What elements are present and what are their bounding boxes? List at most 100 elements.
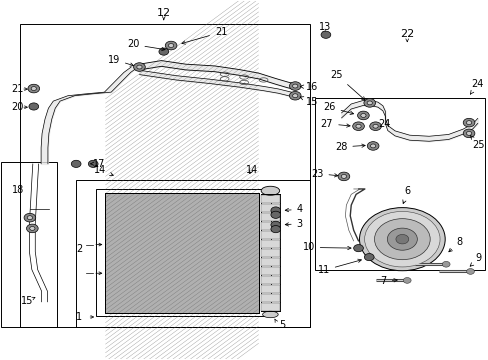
Circle shape	[366, 141, 378, 150]
Circle shape	[270, 221, 280, 228]
Circle shape	[366, 101, 371, 105]
Circle shape	[292, 94, 297, 98]
Bar	[261, 204, 279, 212]
Circle shape	[168, 44, 173, 48]
Text: 5: 5	[278, 320, 285, 329]
Circle shape	[359, 208, 444, 271]
Circle shape	[363, 99, 375, 107]
Circle shape	[466, 269, 473, 274]
Bar	[261, 195, 279, 203]
Text: 20: 20	[11, 102, 24, 112]
Circle shape	[364, 211, 439, 267]
Bar	[76, 180, 309, 327]
Text: 24: 24	[378, 119, 390, 129]
Circle shape	[355, 124, 361, 128]
Circle shape	[270, 207, 280, 214]
Circle shape	[357, 111, 368, 120]
Bar	[261, 276, 279, 284]
Circle shape	[159, 48, 168, 55]
Circle shape	[352, 122, 364, 131]
Text: 12: 12	[157, 8, 170, 18]
Circle shape	[403, 278, 410, 283]
Bar	[261, 231, 279, 239]
Circle shape	[289, 91, 301, 100]
Text: 25: 25	[469, 135, 484, 150]
Bar	[261, 267, 279, 275]
Circle shape	[31, 87, 36, 90]
Circle shape	[289, 82, 301, 90]
Bar	[261, 213, 279, 221]
Bar	[261, 222, 279, 230]
Bar	[261, 285, 279, 293]
Text: 20: 20	[127, 40, 165, 51]
Bar	[314, 98, 484, 270]
Text: 14: 14	[94, 165, 113, 176]
Circle shape	[26, 224, 38, 233]
Circle shape	[372, 124, 377, 128]
Circle shape	[369, 122, 381, 131]
Circle shape	[341, 175, 346, 178]
Bar	[0, 162, 57, 327]
Ellipse shape	[262, 311, 278, 318]
Text: 26: 26	[323, 102, 353, 114]
Circle shape	[321, 31, 330, 39]
Text: 7: 7	[380, 276, 396, 286]
Text: 15: 15	[300, 97, 318, 107]
Text: 11: 11	[317, 259, 361, 275]
Text: 6: 6	[402, 186, 410, 203]
Text: 4: 4	[285, 204, 302, 215]
Text: 21: 21	[182, 27, 227, 44]
Circle shape	[133, 63, 145, 71]
Text: 15: 15	[21, 296, 34, 306]
Text: 23: 23	[310, 168, 337, 179]
Circle shape	[462, 129, 474, 138]
Circle shape	[353, 244, 363, 252]
Circle shape	[370, 144, 375, 148]
Bar	[105, 193, 258, 313]
Bar	[261, 294, 279, 302]
Text: 8: 8	[448, 237, 462, 252]
Circle shape	[292, 84, 297, 88]
Bar	[20, 24, 309, 327]
Circle shape	[360, 113, 366, 117]
Circle shape	[28, 84, 40, 93]
Circle shape	[270, 211, 280, 219]
Text: 9: 9	[469, 253, 481, 266]
Text: 10: 10	[302, 242, 350, 252]
Circle shape	[30, 226, 35, 230]
Circle shape	[466, 121, 471, 125]
Circle shape	[441, 261, 449, 267]
Circle shape	[337, 172, 349, 181]
Circle shape	[364, 253, 373, 261]
Circle shape	[137, 65, 142, 69]
Circle shape	[395, 234, 408, 244]
Circle shape	[71, 160, 81, 167]
Circle shape	[466, 131, 471, 135]
Circle shape	[165, 41, 177, 50]
Bar	[261, 240, 279, 248]
Ellipse shape	[261, 186, 279, 195]
Circle shape	[462, 118, 474, 127]
Bar	[261, 303, 279, 311]
Text: 16: 16	[300, 82, 318, 93]
Text: 21: 21	[11, 84, 24, 94]
Text: 28: 28	[334, 142, 365, 152]
Circle shape	[88, 160, 98, 167]
Text: 2: 2	[76, 244, 82, 254]
Circle shape	[270, 226, 280, 233]
Bar	[261, 258, 279, 266]
Circle shape	[29, 103, 39, 110]
Text: 19: 19	[107, 54, 133, 66]
Text: 22: 22	[399, 30, 413, 39]
Bar	[96, 189, 270, 316]
Bar	[105, 193, 258, 313]
Text: 24: 24	[469, 79, 483, 94]
Text: 1: 1	[76, 312, 82, 322]
Text: 27: 27	[320, 119, 349, 129]
Text: 18: 18	[12, 185, 24, 195]
Text: 25: 25	[330, 70, 365, 100]
Text: 13: 13	[318, 22, 330, 32]
Circle shape	[27, 216, 33, 220]
Bar	[261, 249, 279, 257]
Circle shape	[374, 219, 429, 260]
